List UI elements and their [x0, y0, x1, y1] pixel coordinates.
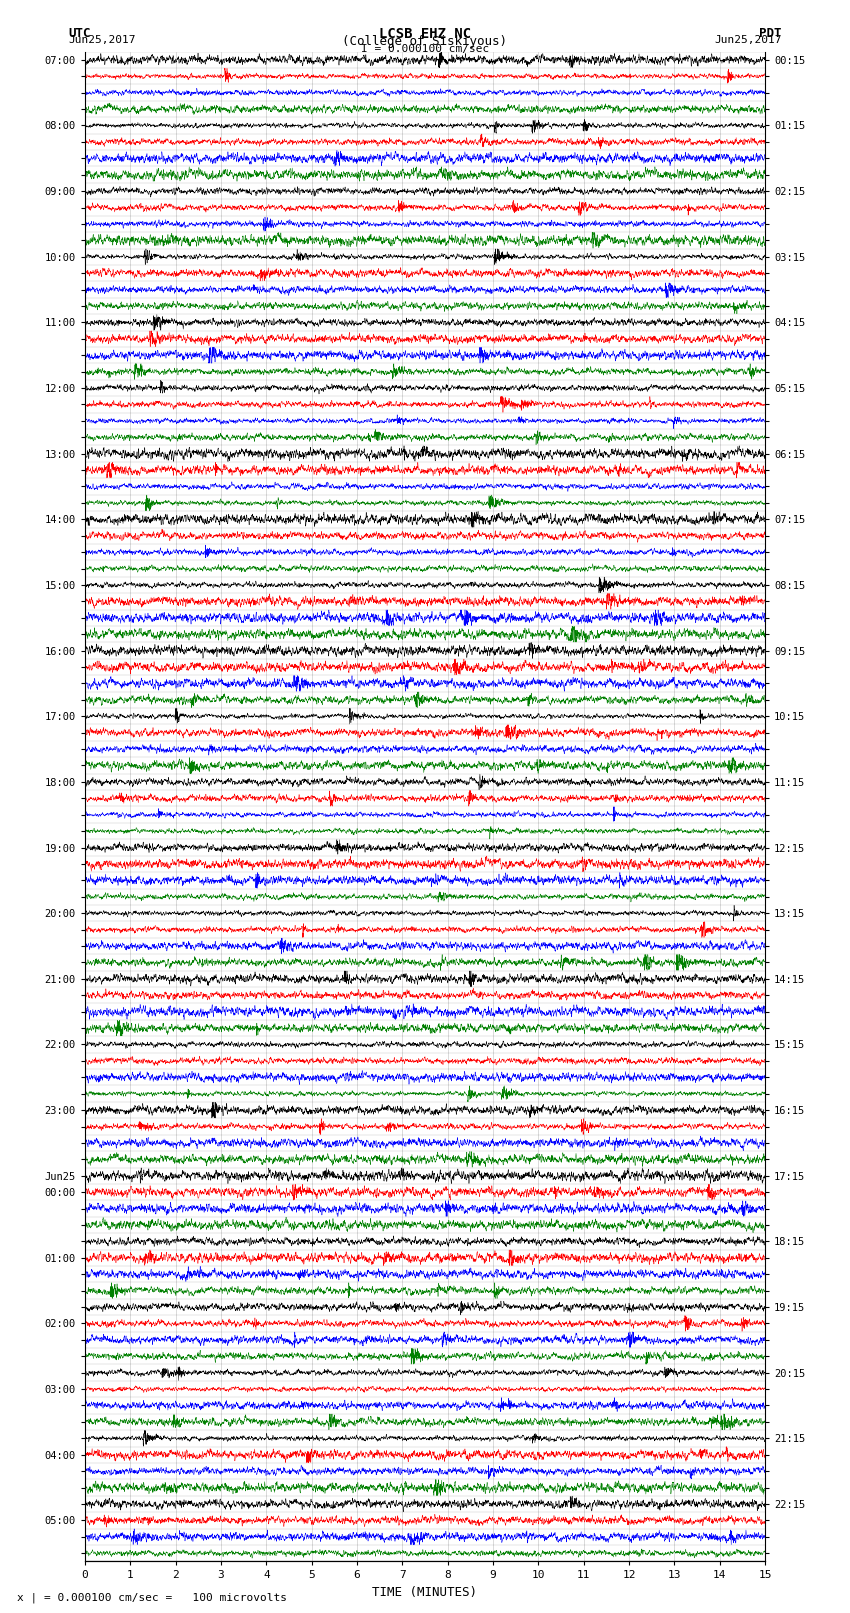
- Text: LCSB EHZ NC: LCSB EHZ NC: [379, 26, 471, 40]
- Text: (College of Siskiyous): (College of Siskiyous): [343, 35, 507, 48]
- Text: I = 0.000100 cm/sec: I = 0.000100 cm/sec: [361, 44, 489, 55]
- Text: x | = 0.000100 cm/sec =   100 microvolts: x | = 0.000100 cm/sec = 100 microvolts: [17, 1592, 287, 1603]
- Text: Jun25,2017: Jun25,2017: [715, 35, 782, 45]
- Text: PDT: PDT: [760, 26, 782, 40]
- Text: Jun25,2017: Jun25,2017: [68, 35, 135, 45]
- Text: UTC: UTC: [68, 26, 90, 40]
- X-axis label: TIME (MINUTES): TIME (MINUTES): [372, 1586, 478, 1598]
